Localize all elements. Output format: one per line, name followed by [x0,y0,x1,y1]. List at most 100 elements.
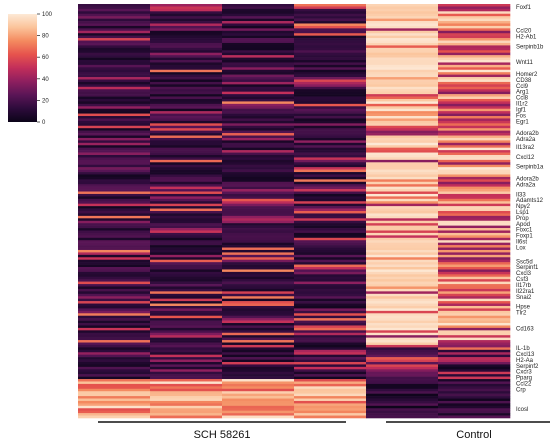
heatmap-cell [438,11,511,15]
heatmap-cell [222,84,295,88]
gene-label: Snai2 [516,295,532,301]
heatmap-cell [150,198,223,202]
heatmap-cell [78,130,151,134]
heatmap-cell [366,140,439,144]
heatmap-cell [294,133,367,136]
heatmap-cell [294,262,367,265]
heatmap-cell [294,108,367,112]
heatmap-cell [222,101,295,105]
heatmap-cell [150,225,223,229]
heatmap-cell [222,349,295,353]
heatmap-cell [78,262,151,265]
heatmap-cell [294,64,367,68]
heatmap-cell [438,391,511,394]
heatmap-cell [366,40,439,44]
heatmap-cell [438,247,511,251]
heatmap-cell [78,213,151,217]
heatmap-cell [150,223,223,226]
heatmap-cell [78,269,151,273]
heatmap-cell [150,374,223,377]
heatmap-cell [222,393,295,397]
heatmap-cell [366,147,439,151]
heatmap-cell [150,320,223,324]
heatmap-cell [222,89,295,92]
heatmap-cell [78,286,151,290]
heatmap-cell [150,98,223,102]
heatmap-cell [150,147,223,151]
heatmap-cell [222,257,295,261]
heatmap-cell [78,364,151,368]
heatmap-cell [222,223,295,226]
heatmap-cell [438,69,511,73]
heatmap-cell [294,230,367,234]
heatmap-cell [150,293,223,297]
heatmap-cell [78,21,151,24]
gene-label: Il17rb [516,283,532,289]
heatmap-cell [78,223,151,226]
heatmap-cell [150,4,223,7]
heatmap-cell [78,150,151,153]
heatmap-cell [222,96,295,100]
heatmap-cell [222,77,295,80]
heatmap-cell [294,137,367,141]
heatmap-cell [78,64,151,68]
heatmap-cell [222,67,295,71]
gene-label: Ccl22 [516,382,532,388]
heatmap-cell [222,240,295,243]
gene-label: Ssc5d [516,259,533,265]
heatmap-cell [78,35,151,39]
heatmap-cell [150,6,223,10]
heatmap-cell [222,408,295,411]
heatmap-cell [366,42,439,46]
heatmap-cell [294,276,367,280]
heatmap-cell [438,403,511,407]
heatmap-cell [222,135,295,139]
heatmap-cell [438,120,511,124]
heatmap-cell [294,376,367,380]
heatmap-cell [438,298,511,302]
heatmap-cell [78,400,151,404]
colorbar-tick-label: 40 [42,77,49,83]
heatmap-cell [78,206,151,209]
heatmap-cell [438,130,511,134]
heatmap-cell [366,108,439,112]
heatmap-cell [222,193,295,197]
heatmap-cell [366,354,439,358]
heatmap-cell [222,81,295,85]
gene-label: Fos [516,113,526,119]
heatmap-cell [222,359,295,363]
heatmap-cell [222,116,295,119]
heatmap-cell [222,57,295,61]
heatmap-cell [438,30,511,34]
heatmap-cell [150,281,223,285]
heatmap-cell [150,276,223,280]
heatmap-cell [438,393,511,397]
heatmap-cell [222,369,295,373]
heatmap-cell [438,84,511,88]
gene-label: Cxcl3 [516,271,532,277]
heatmap-cell [294,279,367,282]
heatmap-cell [438,167,511,170]
heatmap-cell [78,340,151,343]
heatmap-cell [150,247,223,251]
heatmap-cell [438,145,511,148]
heatmap-cell [222,50,295,54]
heatmap-cell [294,179,367,183]
heatmap-cell [366,118,439,122]
heatmap-cell [438,18,511,22]
heatmap-cell [294,383,367,387]
heatmap-cell [222,245,295,248]
heatmap-cell [438,86,511,90]
heatmap-cell [78,276,151,280]
heatmap-cell [294,320,367,324]
gene-label: Foxc1 [516,228,533,234]
heatmap-cell [222,293,295,297]
heatmap-cell [150,13,223,17]
heatmap-cell [150,327,223,331]
heatmap-cell [78,279,151,282]
heatmap-cell [438,159,511,163]
heatmap-cell [294,142,367,146]
heatmap-cell [78,123,151,127]
heatmap-cell [78,181,151,185]
